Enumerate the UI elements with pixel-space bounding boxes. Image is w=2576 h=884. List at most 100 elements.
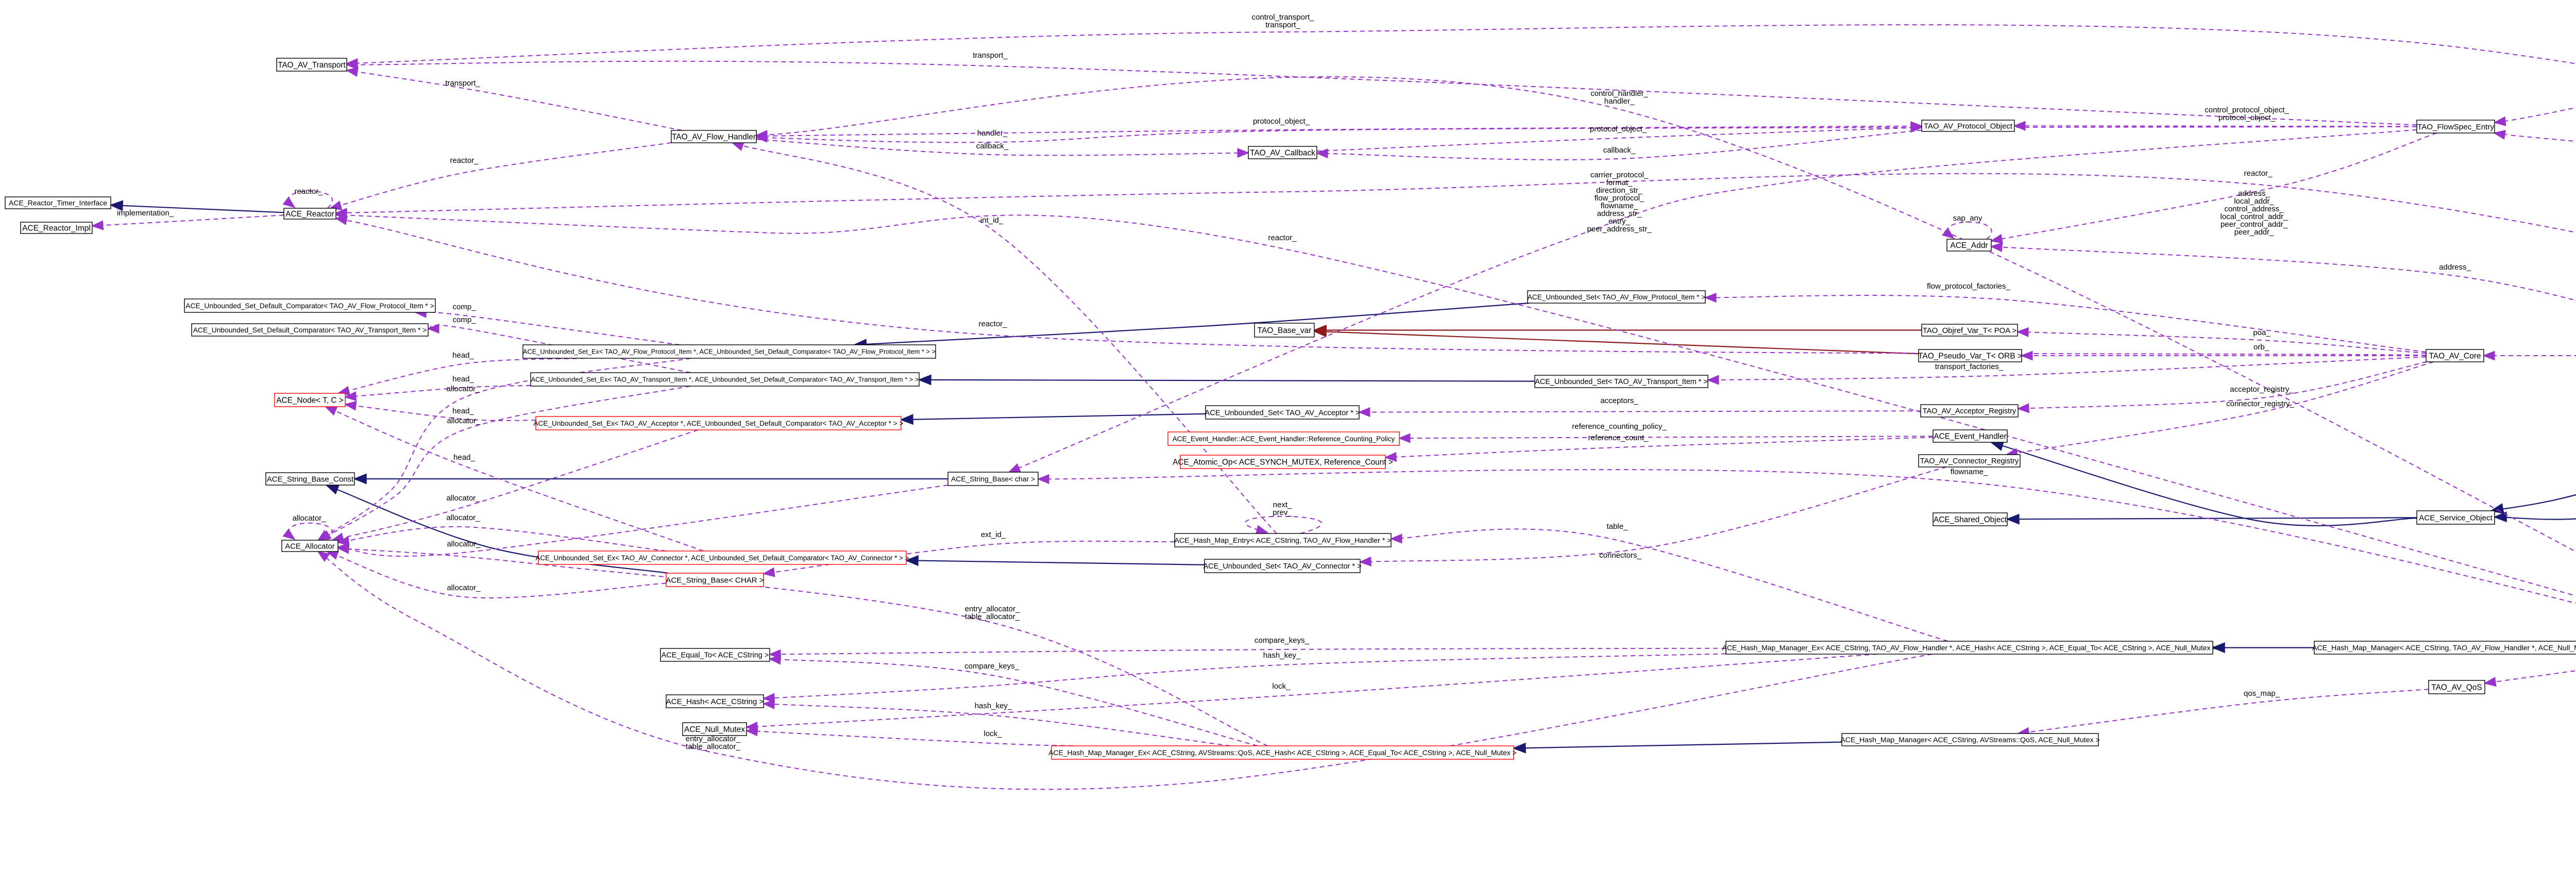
node-us_ti[interactable]: ACE_Unbounded_Set< TAO_AV_Transport_Item… [1534, 375, 1708, 388]
node-ace_hash[interactable]: ACE_Hash< ACE_CString > [666, 694, 764, 708]
edge-label: flow_protocol_factories_ [1927, 282, 2010, 291]
node-box [265, 472, 355, 486]
edge-hmm_qos-to-hmm_ex_qos [1512, 741, 1842, 754]
node-use_acceptor[interactable]: ACE_Unbounded_Set_Ex< TAO_AV_Acceptor *,… [534, 416, 904, 430]
node-label: ACE_Hash_Map_Manager_Ex< ACE_CString, TA… [1722, 643, 2217, 652]
node-label: ACE_Hash_Map_Manager< ACE_CString, TAO_A… [2312, 644, 2576, 653]
node-tao_av_core[interactable]: TAO_AV_Core [2426, 349, 2484, 362]
node-use_connector[interactable]: ACE_Unbounded_Set_Ex< TAO_AV_Connector *… [535, 551, 909, 565]
edge-tao_flowspec_entry-to-tao_av_flow_handler [755, 126, 2417, 143]
edge-label: qos_map_ [2244, 689, 2280, 698]
node-hmm_qos[interactable]: ACE_Hash_Map_Manager< ACE_CString, AVStr… [1840, 733, 2100, 746]
node-ref_counting_policy[interactable]: ACE_Event_Handler::ACE_Event_Handler::Re… [1167, 431, 1400, 446]
edge-label: comp_ [452, 315, 476, 324]
node-tao_av_transport[interactable]: TAO_AV_Transport [276, 58, 347, 72]
node-box [1933, 512, 2008, 526]
node-label: TAO_AV_Flow_Handler [672, 133, 756, 142]
node-tao_flowspec_entry[interactable]: TAO_FlowSpec_Entry [2416, 120, 2495, 134]
node-usdc_fpi[interactable]: ACE_Unbounded_Set_Default_Comparator< TA… [184, 298, 436, 313]
node-label: ACE_Node< T, C > [276, 396, 344, 405]
edge-label: poa_ [2253, 328, 2270, 337]
edge-label: acceptor_registry_ [2230, 385, 2294, 394]
node-ace_string_base_const[interactable]: ACE_String_Base_Const [265, 472, 355, 486]
edge-label: allocator_ [447, 583, 481, 592]
edge-label: allocator_ [446, 494, 480, 503]
edge-ace_string_base_CHAR-to-ace_allocator [326, 550, 667, 598]
node-box [1174, 533, 1392, 547]
edge-label: implementation_ [117, 209, 174, 218]
edge-label: reference_counting_policy_ [1572, 422, 1667, 431]
edge-label: protocol_object_ [1253, 117, 1310, 126]
node-label: ACE_Hash< ACE_CString > [666, 697, 764, 706]
node-box [1933, 429, 2008, 443]
node-ace_reactor[interactable]: ACE_Reactor [283, 208, 336, 220]
node-ace_node[interactable]: ACE_Node< T, C > [274, 393, 346, 407]
node-label: TAO_Pseudo_Var_T< ORB > [1918, 352, 2022, 361]
node-use_ti[interactable]: ACE_Unbounded_Set_Ex< TAO_AV_Transport_I… [530, 372, 920, 387]
node-usdc_ti[interactable]: ACE_Unbounded_Set_Default_Comparator< TA… [191, 323, 429, 337]
self-loop-ace_allocator [282, 522, 333, 541]
node-box [184, 298, 436, 313]
node-label: TAO_AV_Transport [278, 61, 346, 70]
edge-label: callback_ [1603, 146, 1636, 155]
node-box [1248, 146, 1317, 159]
edge-ace_service_object-to-ace_event_handler [1990, 440, 2417, 526]
node-ace_allocator[interactable]: ACE_Allocator [281, 540, 338, 552]
edge-label: allocator_ [292, 514, 326, 523]
edge-label: orb_ [2253, 343, 2269, 352]
node-us_connector[interactable]: ACE_Unbounded_Set< TAO_AV_Connector * > [1203, 559, 1362, 573]
node-ace_null_mutex[interactable]: ACE_Null_Mutex [682, 722, 747, 736]
node-box [660, 648, 770, 662]
node-tao_pseudo_var_orb[interactable]: TAO_Pseudo_Var_T< ORB > [1918, 349, 2022, 362]
node-ace_reactor_timer_interface[interactable]: ACE_Reactor_Timer_Interface [5, 196, 111, 209]
node-label: ACE_Unbounded_Set< TAO_AV_Acceptor * > [1205, 409, 1360, 417]
node-us_acceptor[interactable]: ACE_Unbounded_Set< TAO_AV_Acceptor * > [1205, 405, 1360, 420]
node-tao_base_var[interactable]: TAO_Base_var [1254, 323, 1315, 338]
node-label: ACE_Unbounded_Set_Ex< TAO_AV_Transport_I… [531, 376, 919, 383]
edge-label: lock_ [1272, 682, 1291, 691]
node-hmm_ex_qos[interactable]: ACE_Hash_Map_Manager_Ex< ACE_CString, AV… [1048, 745, 1517, 760]
node-tao_av_qos[interactable]: TAO_AV_QoS [2428, 680, 2485, 694]
node-ace_string_base_char[interactable]: ACE_String_Base< char > [947, 472, 1039, 486]
node-ace_addr[interactable]: ACE_Addr [1946, 239, 1992, 252]
node-box [522, 344, 936, 359]
edge-ace_reactor-to-ace_reactor_timer_interface [109, 200, 284, 213]
node-ace_hash_map_entry[interactable]: ACE_Hash_Map_Entry< ACE_CString, TAO_AV_… [1174, 533, 1392, 547]
node-hmm_fh[interactable]: ACE_Hash_Map_Manager< ACE_CString, TAO_A… [2312, 641, 2576, 655]
edge-tao_av_tcp_base_acceptor-to-tao_flowspec_entry [2493, 107, 2576, 126]
node-ace_event_handler[interactable]: ACE_Event_Handler [1933, 429, 2008, 443]
node-label: ACE_Reactor_Timer_Interface [9, 199, 107, 207]
node-ace_equal_to[interactable]: ACE_Equal_To< ACE_CString > [660, 648, 770, 662]
node-tao_objref_var_poa[interactable]: TAO_Objref_Var_T< POA > [1921, 324, 2018, 337]
edge-tao_av_core-to-tao_av_connector_registry [2005, 361, 2434, 458]
node-tao_av_acceptor_registry[interactable]: TAO_AV_Acceptor_Registry [1920, 404, 2019, 418]
edge-ace_event_handler-to-ace_atomic_op [1384, 437, 1934, 462]
node-box [535, 416, 902, 430]
node-tao_av_connector_registry[interactable]: TAO_AV_Connector_Registry [1918, 454, 2021, 468]
node-ace_shared_object[interactable]: ACE_Shared_Object [1933, 512, 2008, 526]
node-label: ACE_Unbounded_Set_Ex< TAO_AV_Acceptor *,… [534, 420, 904, 427]
node-us_fpi[interactable]: ACE_Unbounded_Set< TAO_AV_Flow_Protocol_… [1527, 290, 1706, 304]
node-box [1527, 290, 1706, 304]
node-box [2426, 349, 2484, 362]
node-tao_av_callback[interactable]: TAO_AV_Callback [1248, 146, 1317, 159]
node-use_fpi[interactable]: ACE_Unbounded_Set_Ex< TAO_AV_Flow_Protoc… [522, 344, 936, 359]
edge-hmm_ex_fh-to-ace_hash [762, 653, 1726, 703]
node-tao_av_protocol_object[interactable]: TAO_AV_Protocol_Object [1921, 120, 2015, 132]
node-label: ACE_Unbounded_Set< TAO_AV_Flow_Protocol_… [1528, 293, 1705, 301]
node-hmm_ex_fh[interactable]: ACE_Hash_Map_Manager_Ex< ACE_CString, TA… [1722, 641, 2217, 655]
edge-tao_av_flow_handler-to-tao_av_callback [756, 139, 1250, 158]
edge-label: sap_any [1953, 214, 1982, 223]
node-label: ACE_Hash_Map_Manager_Ex< ACE_CString, AV… [1048, 748, 1517, 757]
edge-tao_base_streamendpoint-to-ace_reactor [334, 210, 2576, 597]
edge-label: comp_ [452, 303, 476, 311]
node-box [276, 58, 347, 72]
edge-label: table_ [1607, 522, 1629, 531]
node-ace_reactor_impl[interactable]: ACE_Reactor_Impl [20, 222, 93, 234]
node-box [1841, 733, 2099, 746]
node-ace_service_object[interactable]: ACE_Service_Object [2416, 510, 2495, 525]
node-label: ACE_Hash_Map_Manager< ACE_CString, AVStr… [1840, 736, 2099, 744]
node-ace_string_base_CHAR[interactable]: ACE_String_Base< CHAR > [666, 573, 764, 587]
node-tao_av_flow_handler[interactable]: TAO_AV_Flow_Handler [671, 130, 757, 143]
node-ace_atomic_op[interactable]: ACE_Atomic_Op< ACE_SYNCH_MUTEX, Referenc… [1173, 455, 1393, 469]
